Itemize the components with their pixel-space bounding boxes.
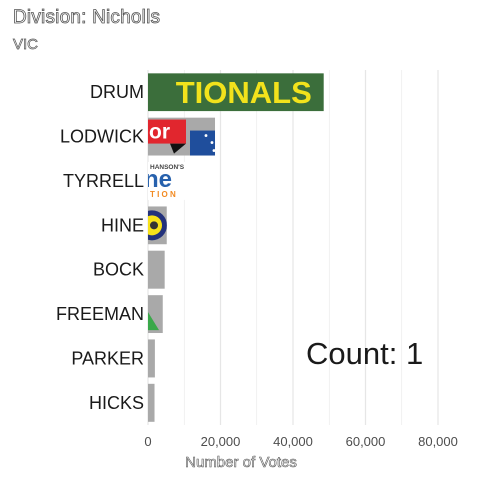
category-label: DRUM bbox=[90, 82, 144, 102]
bar-parker bbox=[148, 339, 155, 378]
nationals-text: TIONALS bbox=[176, 75, 312, 110]
labor-pointer bbox=[170, 143, 186, 154]
bar-freeman bbox=[148, 295, 163, 334]
greens-logo bbox=[148, 295, 163, 334]
bar-rect bbox=[148, 383, 155, 422]
animal-justice-logo bbox=[148, 206, 167, 245]
chart-title: Division: Nicholls bbox=[13, 7, 161, 29]
bar-rect bbox=[148, 250, 165, 289]
x-tick-label: 20,000 bbox=[201, 434, 241, 449]
labor-star bbox=[210, 141, 214, 144]
ajp-paw bbox=[150, 221, 158, 230]
x-axis-title: Number of Votes bbox=[185, 454, 297, 471]
one-nation-bot-text: T I O N bbox=[150, 190, 176, 199]
category-label: HICKS bbox=[89, 393, 144, 413]
nationals-bg bbox=[148, 73, 324, 112]
bar-hine bbox=[148, 206, 167, 245]
one-nation-bg bbox=[148, 161, 188, 200]
category-label: HINE bbox=[101, 215, 144, 235]
greens-triangle bbox=[148, 312, 159, 331]
x-tick-label: 0 bbox=[144, 434, 151, 449]
labor-star bbox=[212, 149, 216, 152]
bar-hicks bbox=[148, 383, 155, 422]
labor-star bbox=[217, 136, 220, 139]
category-label: LODWICK bbox=[60, 127, 144, 147]
nationals-logo: TIONALS bbox=[148, 73, 324, 112]
chart-subtitle: VIC bbox=[13, 36, 39, 54]
labor-text: or bbox=[149, 121, 170, 144]
x-tick-labels: 0 20,000 40,000 60,000 80,000 bbox=[144, 434, 458, 449]
x-tick-label: 80,000 bbox=[418, 434, 458, 449]
category-label: BOCK bbox=[93, 260, 144, 280]
labor-red-block bbox=[148, 119, 186, 144]
bar-lodwick: or bbox=[148, 117, 220, 156]
one-nation-mid-text: ne bbox=[144, 166, 172, 193]
labor-logo: or bbox=[148, 117, 220, 156]
labor-star bbox=[204, 134, 208, 137]
bar-rect bbox=[148, 339, 155, 378]
x-tick-label: 40,000 bbox=[273, 434, 313, 449]
category-label: TYRRELL bbox=[63, 171, 144, 191]
category-labels: DRUM LODWICK TYRRELL HINE BOCK FREEMAN PARKER H… bbox=[56, 82, 144, 413]
one-nation-top-text: HANSON'S bbox=[150, 164, 185, 171]
count-annotation: Count: 1 bbox=[306, 336, 423, 371]
category-label: FREEMAN bbox=[56, 304, 144, 324]
bar-drum: TIONALS bbox=[148, 73, 324, 112]
bar-bock bbox=[148, 250, 165, 289]
x-tick-label: 60,000 bbox=[346, 434, 386, 449]
category-label: PARKER bbox=[71, 348, 144, 368]
